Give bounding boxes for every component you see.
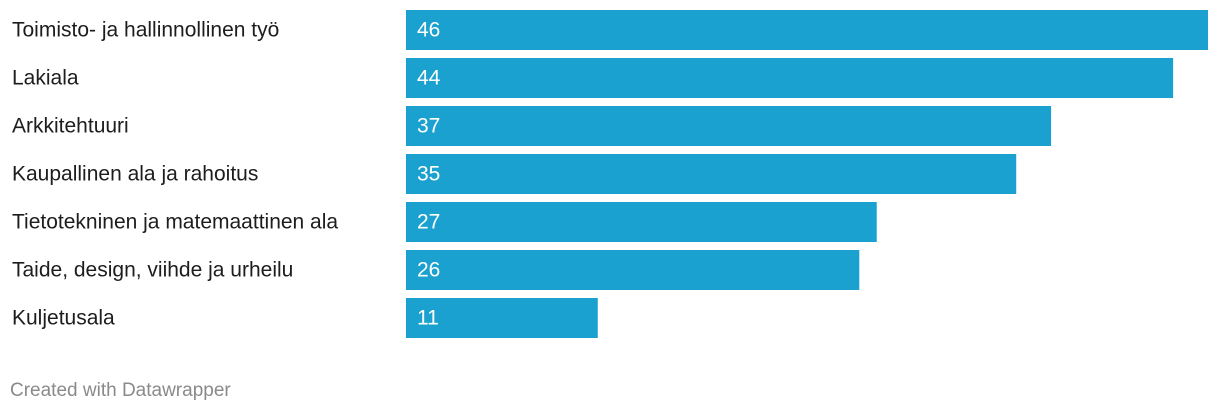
category-label: Taide, design, viihde ja urheilu — [12, 259, 293, 282]
category-label: Arkkitehtuuri — [12, 115, 129, 138]
bar — [406, 58, 1174, 98]
credit: Created with Datawrapper — [10, 380, 231, 401]
value-label: 44 — [417, 67, 441, 90]
bar — [406, 250, 860, 290]
category-label: Lakiala — [12, 67, 79, 90]
value-label: 26 — [417, 259, 440, 282]
category-label: Tietotekninen ja matemaattinen ala — [12, 211, 338, 234]
category-label: Kuljetusala — [12, 307, 115, 330]
value-label: 37 — [417, 115, 440, 138]
value-label: 11 — [417, 307, 439, 330]
category-label: Toimisto- ja hallinnollinen työ — [12, 19, 279, 42]
bar — [406, 298, 598, 338]
bar — [406, 106, 1052, 146]
value-label: 35 — [417, 163, 440, 186]
category-label: Kaupallinen ala ja rahoitus — [12, 163, 258, 186]
bar — [406, 202, 877, 242]
bar — [406, 10, 1208, 50]
value-label: 46 — [417, 19, 440, 42]
bar — [406, 154, 1017, 194]
value-label: 27 — [417, 211, 440, 234]
